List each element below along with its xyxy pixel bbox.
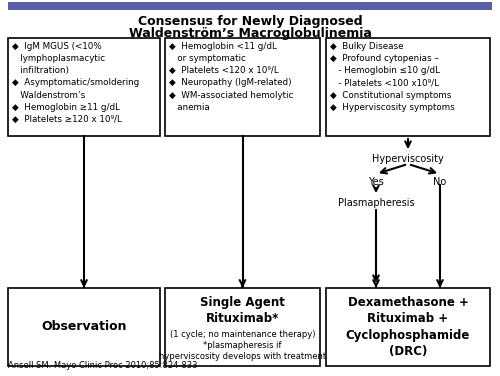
Text: Waldenström’s Macroglobulinemia: Waldenström’s Macroglobulinemia [128, 27, 372, 40]
Text: Observation: Observation [41, 320, 127, 334]
Text: Single Agent
Rituximab*: Single Agent Rituximab* [200, 296, 285, 325]
Text: No: No [434, 177, 446, 187]
Text: (1 cycle; no maintenance therapy)
*plasmapheresis if
hyperviscosity develops wit: (1 cycle; no maintenance therapy) *plasm… [159, 330, 326, 361]
Bar [326, 288, 490, 366]
Text: Dexamethasone +
Rituximab +
Cyclophosphamide
(DRC): Dexamethasone + Rituximab + Cyclophospha… [346, 296, 470, 358]
Bar [8, 288, 160, 366]
Bar [165, 288, 320, 366]
Bar [8, 2, 492, 10]
Text: ◆  IgM MGUS (<10%
   lymphoplasmacytic
   infiltration)
◆  Asymptomatic/smolderi: ◆ IgM MGUS (<10% lymphoplasmacytic infil… [12, 42, 139, 124]
Text: ◆  Hemoglobin <11 g/dL
   or symptomatic
◆  Platelets <120 x 10⁹/L
◆  Neuropathy: ◆ Hemoglobin <11 g/dL or symptomatic ◆ P… [169, 42, 294, 112]
Text: Plasmapheresis: Plasmapheresis [338, 198, 414, 208]
Text: ◆  Bulky Disease
◆  Profound cytopenias –
   - Hemoglobin ≤10 g/dL
   - Platelet: ◆ Bulky Disease ◆ Profound cytopenias – … [330, 42, 455, 112]
Text: Hyperviscosity: Hyperviscosity [372, 154, 444, 164]
Text: Ansell SM. Mayo Clinic Proc 2010;85:824-833: Ansell SM. Mayo Clinic Proc 2010;85:824-… [8, 361, 198, 370]
Text: Yes: Yes [368, 177, 384, 187]
Text: Consensus for Newly Diagnosed: Consensus for Newly Diagnosed [138, 15, 362, 28]
Bar [8, 38, 160, 136]
Bar [165, 38, 320, 136]
Bar [326, 38, 490, 136]
